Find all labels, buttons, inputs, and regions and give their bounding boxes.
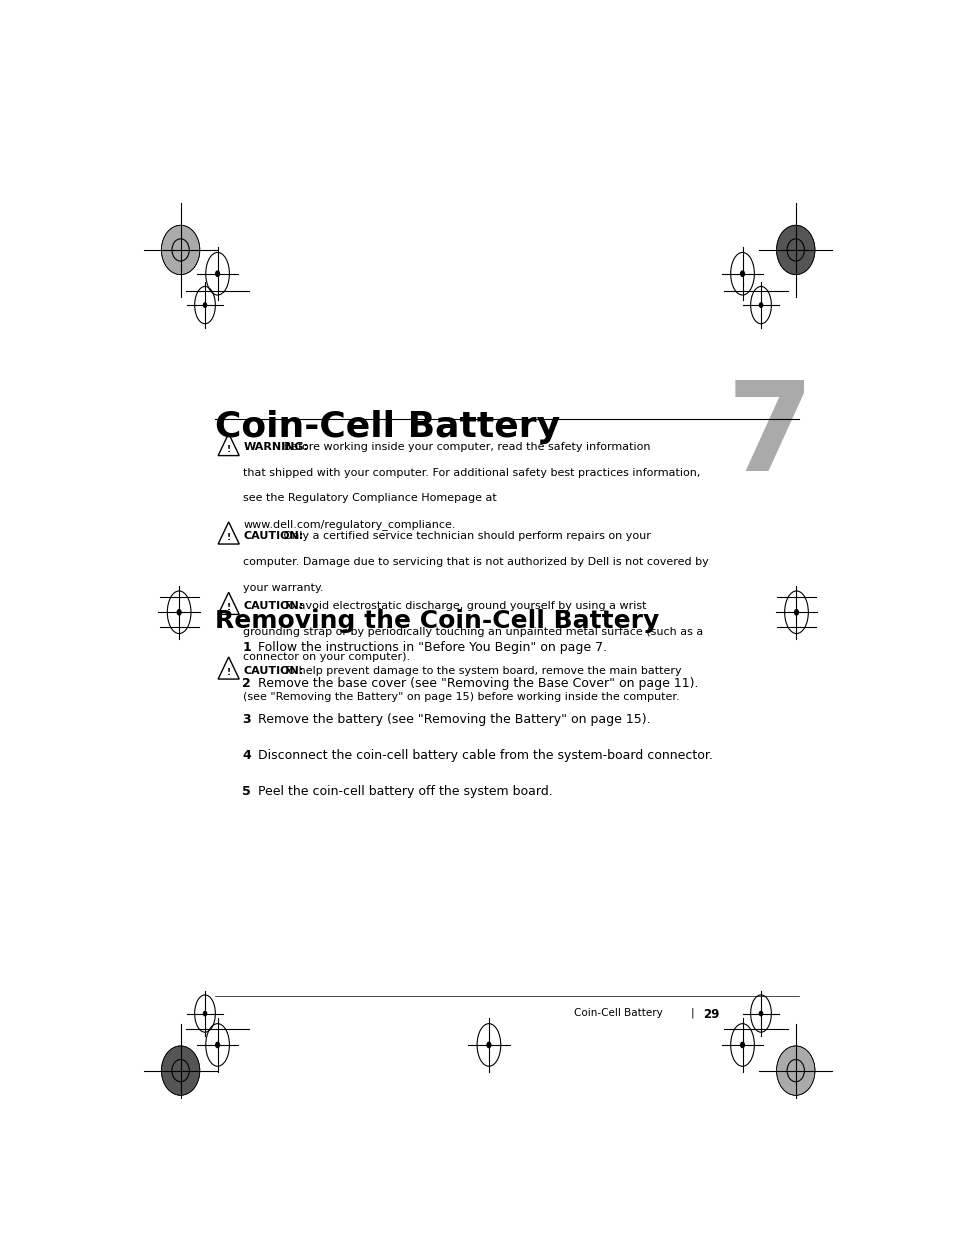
Text: 29: 29 — [702, 1008, 719, 1021]
Text: Remove the battery (see "Removing the Battery" on page 15).: Remove the battery (see "Removing the Ba… — [258, 713, 650, 726]
Text: 5: 5 — [242, 785, 251, 798]
Text: !: ! — [227, 534, 231, 542]
Circle shape — [161, 1046, 199, 1095]
Text: Removing the Coin-Cell Battery: Removing the Coin-Cell Battery — [215, 609, 659, 634]
Circle shape — [758, 1010, 762, 1016]
Text: |: | — [690, 1008, 694, 1019]
Text: 7: 7 — [725, 377, 813, 498]
Text: Disconnect the coin-cell battery cable from the system-board connector.: Disconnect the coin-cell battery cable f… — [258, 750, 713, 762]
Text: Only a certified service technician should perform repairs on your: Only a certified service technician shou… — [280, 531, 650, 541]
Circle shape — [776, 225, 814, 274]
Circle shape — [203, 1010, 207, 1016]
Text: www.dell.com/regulatory_compliance.: www.dell.com/regulatory_compliance. — [243, 519, 456, 530]
Circle shape — [740, 1041, 744, 1049]
Text: 1: 1 — [242, 641, 251, 653]
Circle shape — [740, 270, 744, 277]
Text: !: ! — [227, 604, 231, 613]
Text: your warranty.: your warranty. — [243, 583, 324, 593]
Text: To help prevent damage to the system board, remove the main battery: To help prevent damage to the system boa… — [280, 667, 681, 677]
Text: Follow the instructions in "Before You Begin" on page 7.: Follow the instructions in "Before You B… — [258, 641, 607, 653]
Text: !: ! — [227, 445, 231, 453]
Text: connector on your computer).: connector on your computer). — [243, 652, 410, 662]
Text: Coin-Cell Battery: Coin-Cell Battery — [574, 1008, 662, 1018]
Circle shape — [758, 303, 762, 308]
Circle shape — [161, 225, 199, 274]
Circle shape — [486, 1041, 491, 1049]
Text: 2: 2 — [242, 677, 251, 690]
Text: CAUTION:: CAUTION: — [243, 667, 303, 677]
Circle shape — [776, 1046, 814, 1095]
Text: Remove the base cover (see "Removing the Base Cover" on page 11).: Remove the base cover (see "Removing the… — [258, 677, 698, 690]
Circle shape — [793, 609, 799, 615]
Text: Before working inside your computer, read the safety information: Before working inside your computer, rea… — [280, 442, 650, 452]
Circle shape — [214, 270, 220, 277]
Text: grounding strap or by periodically touching an unpainted metal surface (such as : grounding strap or by periodically touch… — [243, 626, 703, 636]
Circle shape — [214, 1041, 220, 1049]
Circle shape — [203, 303, 207, 308]
Text: (see "Removing the Battery" on page 15) before working inside the computer.: (see "Removing the Battery" on page 15) … — [243, 692, 679, 703]
Text: 4: 4 — [242, 750, 251, 762]
Text: CAUTION:: CAUTION: — [243, 531, 303, 541]
Text: that shipped with your computer. For additional safety best practices informatio: that shipped with your computer. For add… — [243, 468, 700, 478]
Text: see the Regulatory Compliance Homepage at: see the Regulatory Compliance Homepage a… — [243, 494, 497, 504]
Text: !: ! — [227, 668, 231, 677]
Text: computer. Damage due to servicing that is not authorized by Dell is not covered : computer. Damage due to servicing that i… — [243, 557, 708, 567]
Text: Peel the coin-cell battery off the system board.: Peel the coin-cell battery off the syste… — [258, 785, 553, 798]
Text: WARNING:: WARNING: — [243, 442, 308, 452]
Text: 3: 3 — [242, 713, 251, 726]
Text: To avoid electrostatic discharge, ground yourself by using a wrist: To avoid electrostatic discharge, ground… — [280, 601, 646, 611]
Text: Coin-Cell Battery: Coin-Cell Battery — [215, 410, 560, 443]
Circle shape — [176, 609, 182, 615]
Text: CAUTION:: CAUTION: — [243, 601, 303, 611]
